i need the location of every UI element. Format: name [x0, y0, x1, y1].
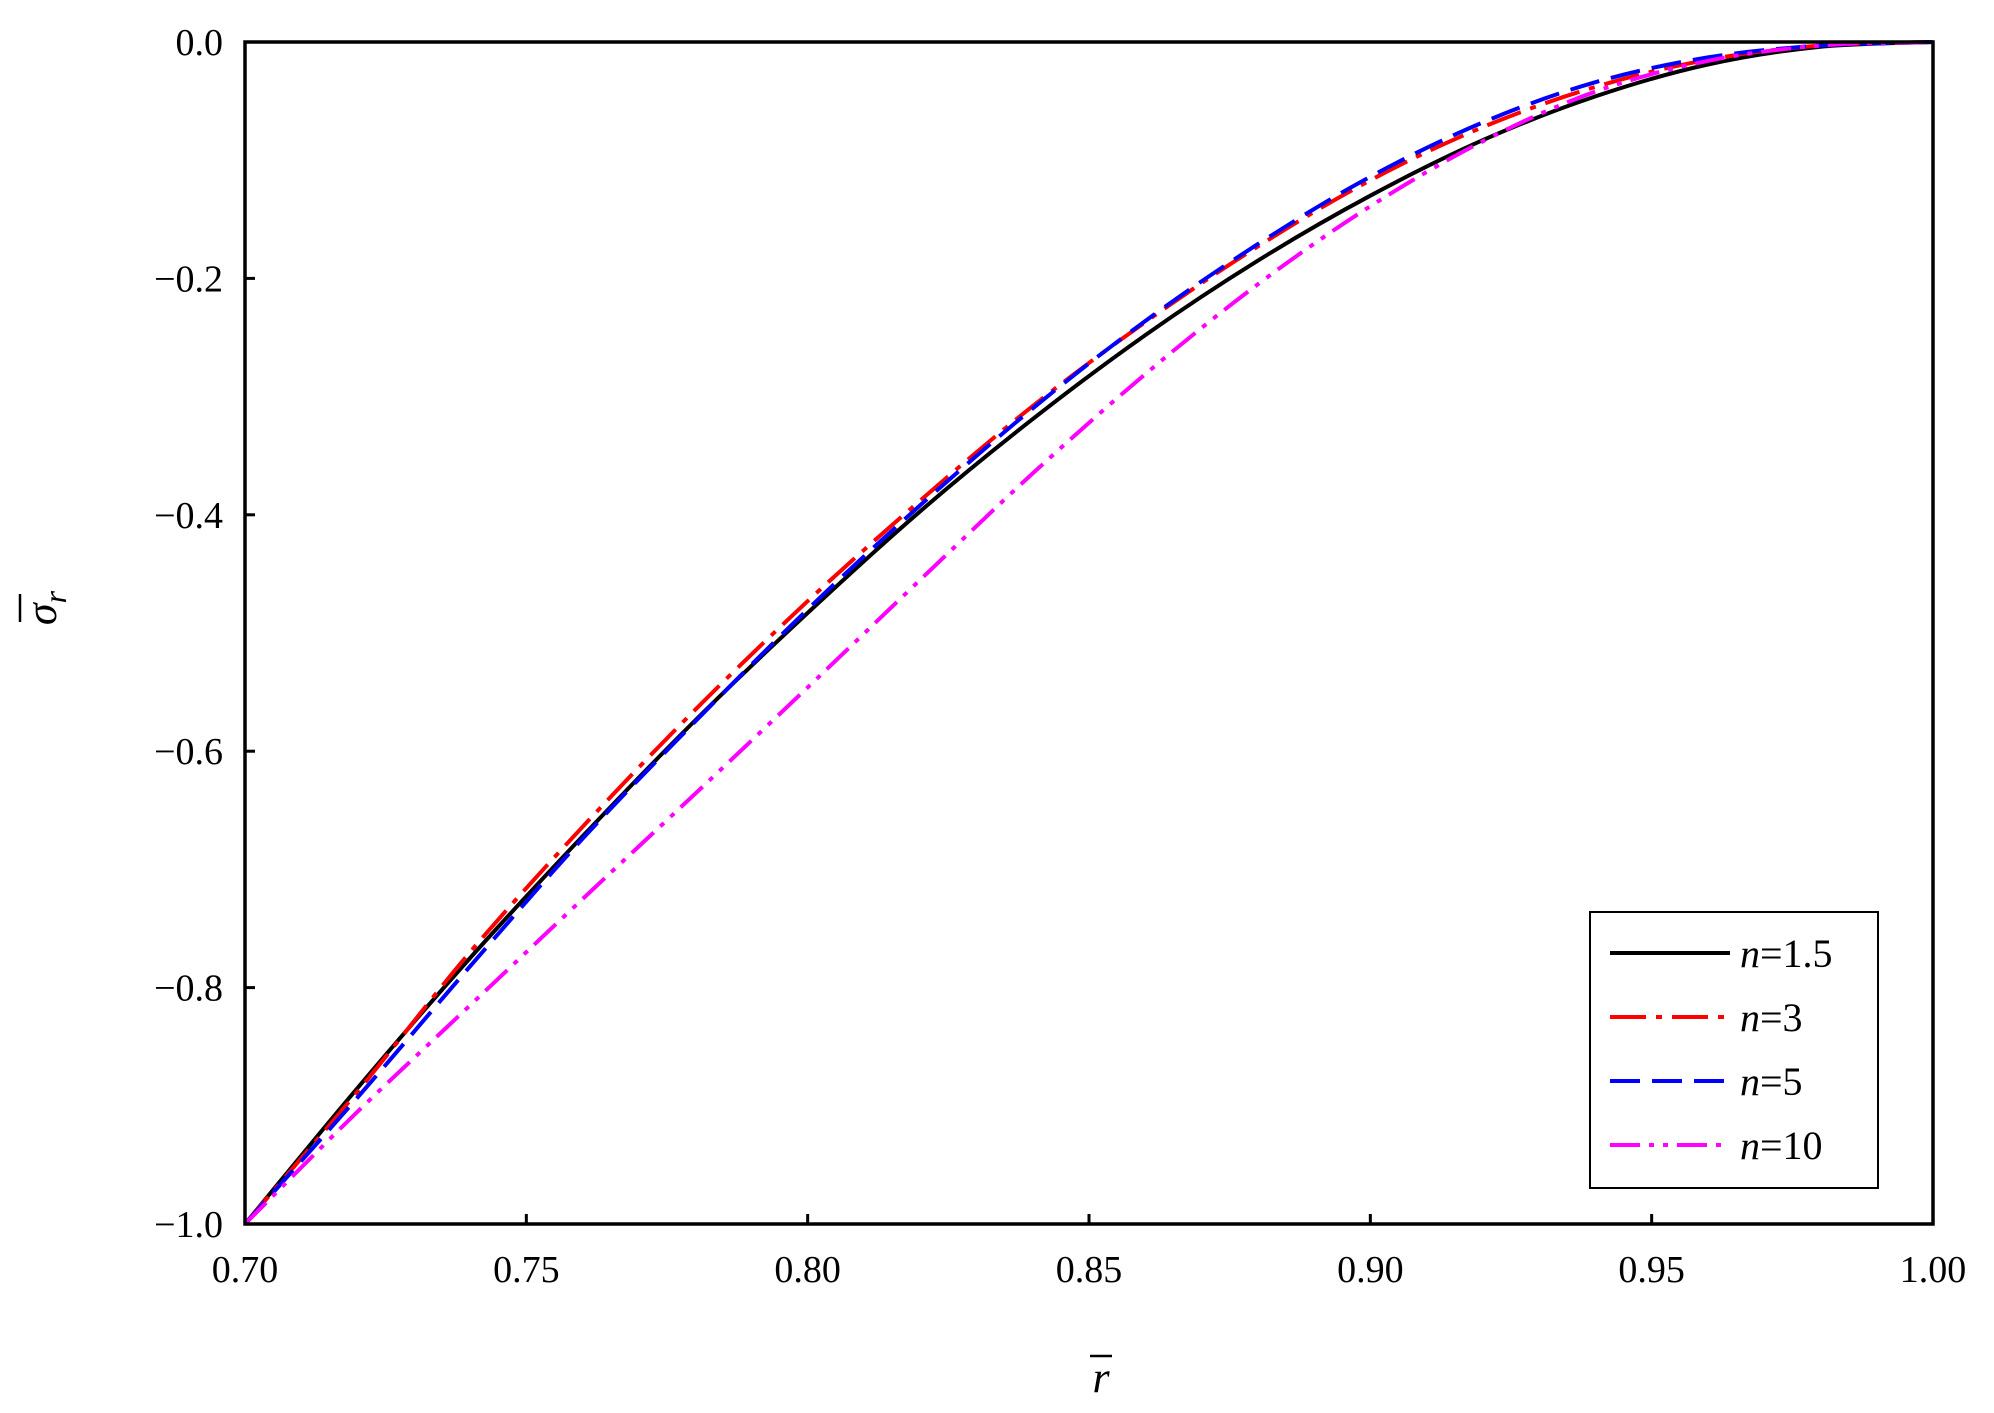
y-tick-label: −0.8: [154, 968, 223, 1010]
legend-label-variable: n: [1740, 995, 1760, 1040]
legend-label-1: n=1.5: [1740, 931, 1833, 976]
legend-label-value: =1.5: [1760, 931, 1833, 976]
y-tick-label: −0.6: [154, 731, 223, 773]
series-line-3: [243, 40, 1934, 1226]
y-axis-label: σr: [17, 590, 73, 625]
x-tick-label: 0.75: [493, 1249, 560, 1291]
x-tick-label: 1.00: [1900, 1249, 1967, 1291]
y-axis-label-symbol: σ: [17, 601, 66, 625]
series-line-4: [243, 40, 1934, 1226]
legend-box: [1589, 911, 1879, 1189]
x-tick-label: 0.70: [212, 1249, 279, 1291]
x-tick-label: 0.85: [1056, 1249, 1123, 1291]
series-layer: [243, 40, 1934, 1226]
legend: n=1.5n=3n=5n=10: [1589, 911, 1879, 1189]
ticks-layer: 0.70 0.75 0.80 0.85 0.90 0.95 1.00 0.0 −0.2 −0.4 −…: [154, 22, 1966, 1291]
legend-label-value: =3: [1760, 995, 1803, 1040]
legend-label-variable: n: [1740, 1123, 1760, 1168]
x-tick-label: 0.95: [1618, 1249, 1685, 1291]
y-axis-label-subscript: r: [37, 590, 73, 603]
y-tick-label: −1.0: [154, 1204, 223, 1246]
legend-label-value: =10: [1760, 1123, 1823, 1168]
y-tick-label: −0.2: [154, 258, 223, 300]
series-line-1: [243, 40, 1934, 1226]
legend-label-3: n=5: [1740, 1059, 1803, 1104]
legend-label-2: n=3: [1740, 995, 1803, 1040]
legend-label-value: =5: [1760, 1059, 1803, 1104]
legend-label-4: n=10: [1740, 1123, 1823, 1168]
y-tick-label: 0.0: [176, 22, 224, 64]
x-axis-label-group: r: [1090, 1353, 1112, 1402]
legend-label-variable: n: [1740, 1059, 1760, 1104]
x-tick-label: 0.80: [774, 1249, 841, 1291]
legend-label-variable: n: [1740, 931, 1760, 976]
y-tick-label: −0.4: [154, 495, 223, 537]
x-axis-label: r: [1092, 1353, 1110, 1402]
y-axis-label-group: σr: [17, 590, 73, 625]
x-tick-label: 0.90: [1337, 1249, 1404, 1291]
